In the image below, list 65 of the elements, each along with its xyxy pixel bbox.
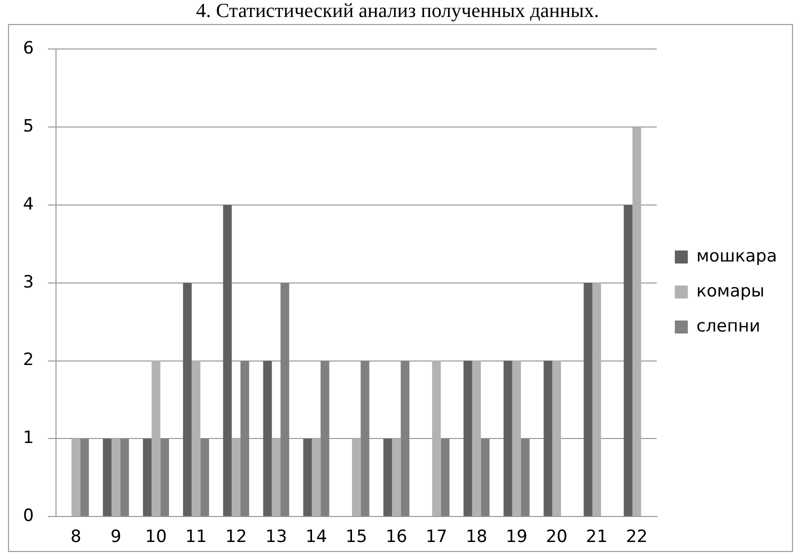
bar xyxy=(192,360,200,516)
bar xyxy=(223,205,232,516)
legend-label: комары xyxy=(696,281,764,302)
y-tick-label: 6 xyxy=(22,38,34,59)
bar xyxy=(263,360,272,516)
y-tick-label: 1 xyxy=(22,428,34,448)
y-tick-label: 3 xyxy=(22,272,34,292)
x-tick-label: 8 xyxy=(70,527,82,548)
x-tick-label: 18 xyxy=(466,527,488,548)
bar xyxy=(272,438,281,516)
bar xyxy=(320,360,330,516)
bar xyxy=(102,438,112,516)
bar xyxy=(240,360,250,516)
bar xyxy=(440,438,450,516)
bar xyxy=(383,438,392,516)
x-tick-label: 19 xyxy=(506,527,528,548)
bar xyxy=(120,438,129,516)
bar xyxy=(142,438,152,516)
bar xyxy=(200,438,210,516)
bar xyxy=(624,205,632,516)
bar xyxy=(232,438,240,516)
bar xyxy=(183,282,192,516)
bar xyxy=(480,438,490,516)
legend-label: мошкара xyxy=(696,246,778,266)
bar xyxy=(520,438,530,516)
x-tick-label: 17 xyxy=(426,527,448,548)
bar xyxy=(584,282,592,516)
y-tick-label: 4 xyxy=(22,194,34,214)
x-tick-label: 9 xyxy=(110,527,122,548)
x-tick-label: 11 xyxy=(185,527,207,548)
bar xyxy=(632,127,642,516)
chart-title: 4. Статистический анализ полученных данных. xyxy=(195,0,600,22)
bar xyxy=(160,438,170,516)
bar xyxy=(360,360,370,516)
y-tick-label: 2 xyxy=(22,350,34,370)
bar xyxy=(112,438,120,516)
bar xyxy=(504,360,512,516)
legend-label: слепни xyxy=(696,316,760,336)
x-tick-label: 10 xyxy=(145,527,167,548)
bar xyxy=(303,438,312,516)
bar xyxy=(392,438,401,516)
bar xyxy=(512,360,521,516)
x-tick-label: 15 xyxy=(346,527,368,548)
y-tick-label: 5 xyxy=(22,116,34,137)
x-tick-label: 12 xyxy=(225,527,247,548)
bar xyxy=(432,360,441,516)
bar xyxy=(592,282,602,516)
bar xyxy=(312,438,321,516)
x-tick-label: 13 xyxy=(265,527,288,548)
bar xyxy=(80,438,89,516)
x-tick-label: 20 xyxy=(546,527,568,548)
bar xyxy=(400,360,410,516)
x-tick-label: 21 xyxy=(586,527,608,548)
bar xyxy=(464,360,472,516)
bar xyxy=(152,360,160,516)
x-tick-label: 22 xyxy=(626,527,648,548)
x-tick-label: 14 xyxy=(305,527,328,548)
bar xyxy=(472,360,481,516)
bar xyxy=(352,438,361,516)
x-tick-label: 16 xyxy=(386,527,408,548)
bar xyxy=(552,360,561,516)
bar xyxy=(72,438,80,516)
bar xyxy=(280,282,290,516)
y-tick-label: 0 xyxy=(22,506,34,526)
bar xyxy=(544,360,552,516)
